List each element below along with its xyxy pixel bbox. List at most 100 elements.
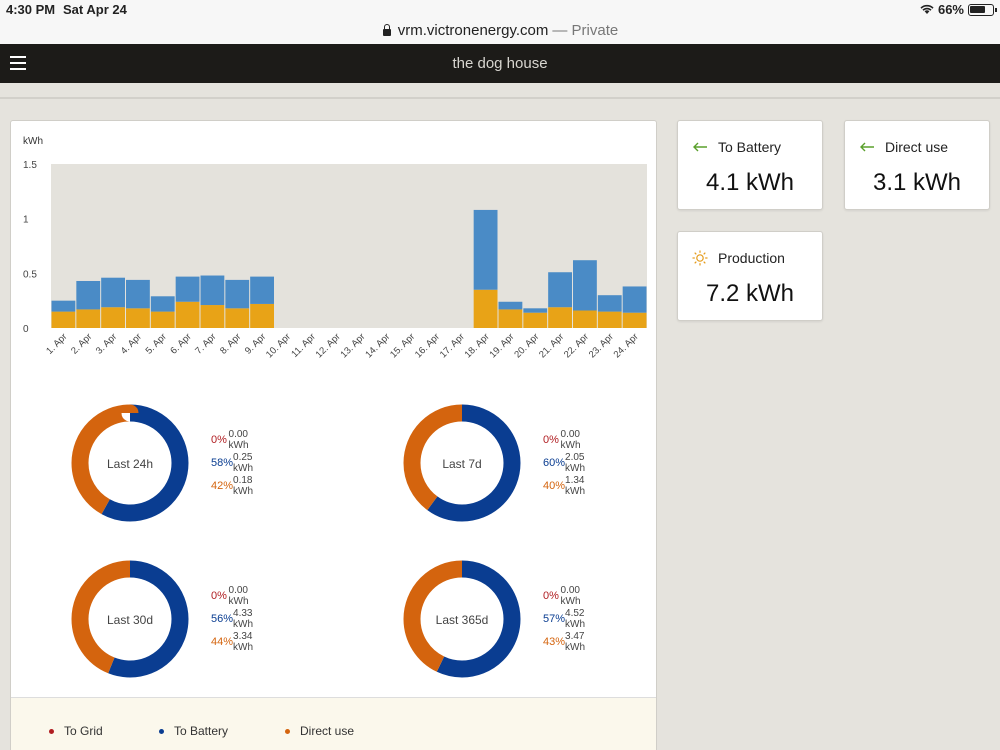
stat-value: 4.52 kWh	[565, 607, 586, 630]
stat-pct: 57%	[543, 612, 566, 625]
tile-header: To Battery	[692, 139, 781, 155]
lock-icon	[382, 24, 392, 36]
y-tick-label: 1	[23, 215, 29, 226]
tile-value: 4.1 kWh	[705, 169, 795, 196]
stat-pct: 56%	[211, 612, 234, 625]
x-tick-label: 7. Apr	[193, 331, 218, 356]
tile-value: 7.2 kWh	[705, 280, 795, 307]
stacked-bar-chart: kWh 1.5 1 0.5 0 1. Apr 2. Apr 3. Apr 4. Apr 5. Ap…	[23, 136, 647, 678]
donut-segment-direct	[71, 404, 189, 522]
bar-to-battery	[150, 296, 175, 312]
stat-pct: 44%	[211, 635, 234, 648]
stat-row-direct: 43% 3.47 kWh	[543, 630, 589, 653]
stat-value: 1.34 kWh	[565, 474, 586, 497]
stat-value: 0.18 kWh	[233, 474, 254, 497]
donut-stats: 0% 0.00 kWh 57% 4.52 kWh 43% 3.47 kWh	[543, 584, 589, 653]
stat-row-direct: 40% 1.34 kWh	[543, 474, 589, 497]
x-tick-label: 13. Apr	[338, 331, 367, 360]
tile-label: Direct use	[885, 139, 949, 155]
x-tick-label: 22. Apr	[562, 331, 591, 360]
stat-row-battery: 56% 4.33 kWh	[211, 607, 257, 630]
donut-stats: 0% 0.00 kWh 58% 0.25 kWh 42% 0.18 kWh	[211, 428, 257, 497]
legend-item-battery[interactable]: To Battery	[159, 724, 228, 738]
bar-to-battery	[225, 279, 250, 309]
hamburger-menu-icon[interactable]	[10, 56, 26, 70]
app-header: the dog house	[0, 44, 1000, 83]
x-tick-label: 3. Apr	[94, 331, 119, 356]
bar-direct-use	[76, 309, 101, 328]
bar-direct-use	[473, 289, 498, 328]
divider	[0, 97, 1000, 99]
stat-pct: 0%	[211, 433, 227, 446]
bar-direct-use	[622, 312, 647, 328]
bar-to-battery	[597, 295, 622, 312]
tile-to-battery[interactable]: To Battery 4.1 kWh	[677, 120, 823, 210]
y-tick-label: 0.5	[23, 269, 37, 280]
x-tick-label: 23. Apr	[587, 331, 616, 360]
bar-direct-use	[150, 311, 175, 328]
stat-pct: 42%	[211, 479, 234, 492]
stat-row-battery: 57% 4.52 kWh	[543, 607, 589, 630]
donut-stats: 0% 0.00 kWh 56% 4.33 kWh 44% 3.34 kWh	[211, 584, 257, 653]
x-tick-label: 2. Apr	[69, 331, 94, 356]
wifi-icon	[920, 4, 934, 14]
legend-item-direct[interactable]: Direct use	[285, 724, 354, 738]
site-title: the dog house	[452, 55, 548, 72]
bar-direct-use	[523, 312, 548, 328]
battery-percent: 66%	[937, 2, 964, 17]
bar-direct-use	[250, 303, 274, 328]
donut-label: Last 365d	[435, 613, 489, 627]
bar-direct-use	[573, 310, 597, 328]
tile-label: To Battery	[718, 139, 782, 155]
tile-production[interactable]: Production 7.2 kWh	[677, 231, 823, 321]
url-bar[interactable]: vrm.victronenergy.com — Private	[0, 18, 1000, 42]
y-axis-unit: kWh	[23, 136, 43, 147]
bar-direct-use	[101, 307, 125, 328]
x-tick-label: 10. Apr	[264, 331, 293, 360]
donut-segment-direct	[403, 560, 521, 678]
bar-direct-use	[51, 311, 76, 328]
tile-label: Production	[718, 250, 785, 266]
bar-to-battery	[523, 308, 548, 313]
chart-legend: To Grid To Battery Direct use	[11, 697, 656, 750]
stat-value: 0.00 kWh	[228, 584, 249, 607]
status-right: 66%	[920, 2, 997, 17]
stat-row-battery: 60% 2.05 kWh	[543, 451, 589, 474]
donut-label: Last 24h	[106, 457, 154, 471]
stat-value: 0.00 kWh	[228, 428, 249, 451]
bar-to-battery	[101, 277, 125, 308]
legend-dot-icon	[285, 728, 290, 734]
private-label: — Private	[552, 21, 619, 39]
x-tick-label: 19. Apr	[487, 331, 516, 360]
legend-item-grid[interactable]: To Grid	[49, 724, 103, 738]
tile-direct-use[interactable]: Direct use 3.1 kWh	[844, 120, 990, 210]
tile-header: Direct use	[859, 139, 948, 155]
legend-label: To Grid	[64, 724, 103, 738]
status-date: Sat Apr 24	[63, 2, 127, 17]
arrow-left-icon	[693, 142, 707, 152]
y-tick-label: 0	[23, 324, 29, 335]
donut-label: Last 7d	[442, 457, 482, 471]
bar-to-battery	[51, 300, 76, 312]
legend-dot-icon	[49, 728, 54, 734]
x-tick-label: 4. Apr	[119, 331, 144, 356]
stat-row-direct: 44% 3.34 kWh	[211, 630, 257, 653]
bar-to-battery	[200, 275, 225, 306]
sun-icon	[692, 250, 708, 266]
bar-direct-use	[126, 308, 150, 328]
donut-segment-direct	[71, 560, 189, 678]
stat-value: 3.34 kWh	[233, 630, 254, 653]
bar-direct-use	[597, 311, 622, 328]
y-tick-label: 1.5	[23, 160, 37, 171]
x-tick-label: 16. Apr	[413, 331, 442, 360]
x-tick-label: 1. Apr	[44, 331, 69, 356]
url-text: vrm.victronenergy.com	[397, 21, 549, 39]
stat-value: 4.33 kWh	[233, 607, 254, 630]
stat-pct: 0%	[211, 589, 227, 602]
bar-to-battery	[250, 276, 274, 304]
tile-value: 3.1 kWh	[872, 169, 962, 196]
x-tick-label: 15. Apr	[388, 331, 417, 360]
legend-dot-icon	[159, 728, 164, 734]
x-tick-label: 17. Apr	[438, 331, 467, 360]
stat-pct: 60%	[543, 456, 566, 469]
